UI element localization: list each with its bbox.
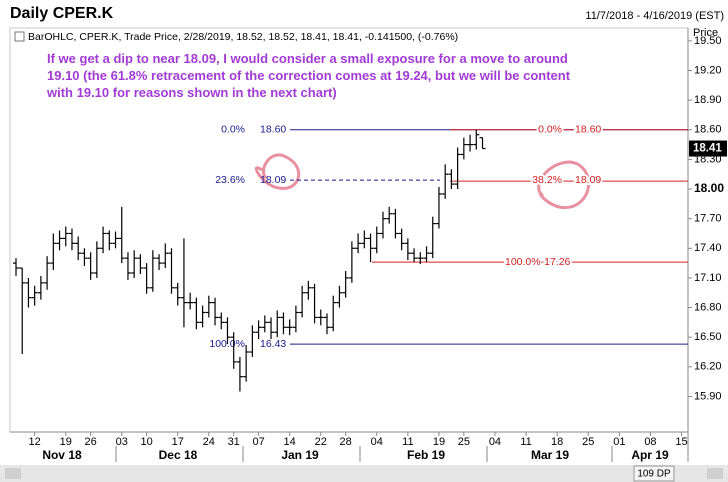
x-tick-label: 12 xyxy=(29,436,41,448)
annotation: If we get a dip to near 18.09, I would c… xyxy=(47,50,570,101)
series-icon xyxy=(14,31,25,42)
x-tick-label: 25 xyxy=(582,436,594,448)
fib-label: 100.0%-17.26 xyxy=(505,256,571,268)
x-tick-label: 10 xyxy=(140,436,152,448)
x-tick-label: 11 xyxy=(402,436,413,448)
date-range: 11/7/2018 - 4/16/2019 (EST) xyxy=(585,10,724,22)
x-tick-label: 04 xyxy=(489,436,501,448)
month-label: Dec 18 xyxy=(159,448,198,462)
y-axis-label: Price xyxy=(693,27,718,39)
x-tick-label: 25 xyxy=(458,436,470,448)
chart-title: Daily CPER.K xyxy=(10,5,114,22)
month-label: Mar 19 xyxy=(531,448,569,462)
x-tick-label: 08 xyxy=(644,436,656,448)
x-tick-label: 28 xyxy=(340,436,352,448)
series-info: BarOHLC, CPER.K, Trade Price, 2/28/2019,… xyxy=(28,31,458,43)
highlight-circle xyxy=(537,160,591,209)
y-tick-label: 16.20 xyxy=(694,361,722,373)
x-tick-label: 19 xyxy=(60,436,72,448)
fib-pct: 0.0% xyxy=(221,124,245,136)
x-tick-label: 15 xyxy=(675,436,687,448)
x-tick-label: 19 xyxy=(433,436,445,448)
x-tick-label: 07 xyxy=(252,436,264,448)
x-tick-label: 04 xyxy=(371,436,383,448)
month-label: Feb 19 xyxy=(407,448,445,462)
scroll-right[interactable] xyxy=(707,468,723,479)
y-tick-label: 18.60 xyxy=(694,124,722,136)
footer: 109 DP xyxy=(637,469,671,480)
x-tick-label: 14 xyxy=(284,436,296,448)
y-tick-label: 16.80 xyxy=(694,301,722,313)
x-tick-label: 24 xyxy=(203,436,215,448)
fib-price: 18.09 xyxy=(260,174,286,186)
last-price: 18.41 xyxy=(693,143,722,155)
month-label: Apr 19 xyxy=(631,448,669,462)
scroll-left[interactable] xyxy=(5,468,21,479)
y-tick-label: 15.90 xyxy=(694,390,722,402)
last-price-box xyxy=(689,140,727,157)
month-label: Nov 18 xyxy=(42,448,82,462)
y-tick-label: 18.90 xyxy=(694,94,722,106)
y-tick-label: 19.20 xyxy=(694,64,722,76)
x-tick-label: 17 xyxy=(172,436,184,448)
fib-pct: 23.6% xyxy=(215,174,245,186)
fib-price: 16.43 xyxy=(260,338,286,350)
y-tick-label: 17.10 xyxy=(694,272,722,284)
fib-price: 18.60 xyxy=(260,124,286,136)
x-tick-label: 26 xyxy=(85,436,97,448)
annotation-line: with 19.10 for reasons shown in the next… xyxy=(47,85,337,100)
fib-price: 18.60 xyxy=(575,124,601,136)
x-tick-label: 11 xyxy=(520,436,531,448)
x-tick-label: 22 xyxy=(315,436,327,448)
scrollbar[interactable] xyxy=(0,465,728,482)
fib-pct: 38.2% xyxy=(532,174,562,186)
y-tick-label: 16.50 xyxy=(694,331,722,343)
highlight-circle xyxy=(254,153,301,190)
x-tick-label: 01 xyxy=(613,436,625,448)
fib-price: 18.09 xyxy=(575,174,601,186)
y-tick-label: 19.50 xyxy=(694,35,722,47)
footer-box xyxy=(633,465,675,482)
x-tick-label: 18 xyxy=(551,436,563,448)
x-tick-label: 31 xyxy=(228,436,240,448)
fib-pct: 0.0% xyxy=(538,124,562,136)
y-tick-label: 18.00 xyxy=(694,181,724,195)
x-tick-label: 03 xyxy=(116,436,128,448)
month-label: Jan 19 xyxy=(281,448,319,462)
y-tick-label: 17.40 xyxy=(694,242,722,254)
annotation-line: If we get a dip to near 18.09, I would c… xyxy=(47,51,568,66)
y-tick-label: 17.70 xyxy=(694,213,722,225)
annotation-line: 19.10 (the 61.8% retracement of the corr… xyxy=(47,68,571,83)
